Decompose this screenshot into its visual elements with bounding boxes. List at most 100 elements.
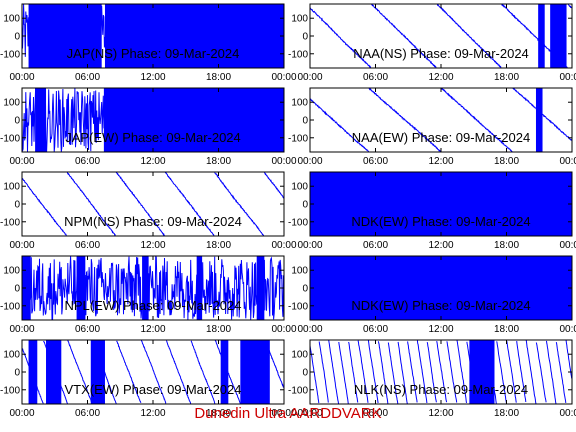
x-tick-label: 12:00 [140, 408, 165, 419]
phase-block [220, 340, 229, 404]
phase-block [28, 340, 38, 404]
x-tick-label: 00:00 [271, 408, 296, 419]
x-tick-label: 06:00 [75, 240, 100, 251]
phase-panel-1: -100 0 100 00:00 06:00 12:00 18:00 00:00 JAP(NS)… [0, 3, 297, 83]
x-tick-label: 00:00 [297, 408, 322, 419]
y-tick-label: 100 [3, 98, 20, 109]
y-tick-label: 0 [14, 284, 20, 295]
y-tick-label: 100 [291, 182, 308, 193]
x-tick-label: 00:00 [559, 156, 576, 167]
phase-block [550, 4, 567, 68]
panel-title: NAA(EW) Phase: 09-Mar-2024 [352, 130, 530, 145]
phase-block [538, 4, 545, 68]
y-tick-label: 0 [302, 32, 308, 43]
x-tick-label: 06:00 [363, 324, 388, 335]
panel-title: NDK(EW) Phase: 09-Mar-2024 [351, 298, 530, 313]
x-tick-label: 18:00 [206, 240, 231, 251]
y-tick-label: 0 [302, 284, 308, 295]
x-tick-label: 00:00 [271, 240, 296, 251]
y-tick-label: 0 [14, 200, 20, 211]
y-tick-label: 100 [3, 266, 20, 277]
phase-panel-10: -100 0 100 00:00 06:00 12:00 18:00 00:00 NLK(NS)… [288, 339, 576, 419]
phase-trace [22, 172, 284, 236]
phase-panel-7: -100 0 100 00:00 06:00 12:00 18:00 00:00 NPL(EW)… [0, 255, 297, 335]
phase-trace [310, 340, 572, 404]
x-tick-label: 00:00 [271, 156, 296, 167]
x-tick-label: 00:00 [559, 324, 576, 335]
phase-panel-2: -100 0 100 00:00 06:00 12:00 18:00 00:00 NAA(NS)… [288, 3, 576, 83]
y-tick-label: 100 [3, 182, 20, 193]
x-tick-label: 06:00 [75, 324, 100, 335]
x-tick-label: 12:00 [428, 72, 453, 83]
phase-trace [310, 4, 572, 68]
phase-trace [22, 4, 284, 68]
phase-block [535, 88, 543, 152]
phase-panel-8: -100 0 100 00:00 06:00 12:00 18:00 00:00 NDK(EW)… [288, 255, 576, 335]
x-tick-label: 18:00 [206, 72, 231, 83]
y-tick-label: -100 [0, 385, 20, 396]
y-tick-label: 100 [3, 14, 20, 25]
y-tick-label: 100 [291, 14, 308, 25]
x-tick-label: 18:00 [494, 156, 519, 167]
x-tick-label: 12:00 [428, 240, 453, 251]
x-tick-label: 06:00 [75, 156, 100, 167]
phase-block [90, 340, 105, 404]
x-tick-label: 00:00 [271, 72, 296, 83]
x-tick-label: 00:00 [297, 72, 322, 83]
y-tick-label: 0 [302, 116, 308, 127]
panel-title: NDK(EW) Phase: 09-Mar-2024 [351, 214, 530, 229]
y-tick-label: 0 [14, 368, 20, 379]
x-tick-label: 00:00 [297, 156, 322, 167]
panel-title: JAP(EW) Phase: 09-Mar-2024 [65, 130, 241, 145]
x-tick-label: 18:00 [494, 72, 519, 83]
trace-group [310, 340, 572, 404]
phase-block [256, 256, 265, 320]
x-tick-label: 00:00 [297, 324, 322, 335]
x-tick-label: 00:00 [9, 156, 34, 167]
phase-panel-9: -100 0 100 00:00 06:00 12:00 18:00 00:00 VTX(EW)… [0, 339, 297, 419]
phase-trace [22, 256, 284, 320]
x-tick-label: 00:00 [9, 408, 34, 419]
y-tick-label: 100 [291, 266, 308, 277]
panel-title: NPM(NS) Phase: 09-Mar-2024 [64, 214, 242, 229]
x-tick-label: 00:00 [9, 324, 34, 335]
y-tick-label: -100 [0, 49, 20, 60]
x-tick-label: 00:00 [297, 240, 322, 251]
trace-group [22, 256, 284, 320]
phase-panel-4: -100 0 100 00:00 06:00 12:00 18:00 00:00 NAA(EW)… [288, 87, 576, 167]
panel-title: NAA(NS) Phase: 09-Mar-2024 [353, 46, 529, 61]
phase-trace [310, 256, 572, 320]
phase-block [469, 340, 495, 404]
x-tick-label: 18:00 [494, 240, 519, 251]
y-tick-label: 100 [291, 350, 308, 361]
y-tick-label: 0 [14, 32, 20, 43]
x-tick-label: 12:00 [428, 408, 453, 419]
x-tick-label: 00:00 [559, 72, 576, 83]
trace-group [310, 172, 572, 236]
panel-title: NLK(NS) Phase: 09-Mar-2024 [354, 382, 528, 397]
x-tick-label: 06:00 [363, 408, 388, 419]
x-tick-label: 06:00 [363, 240, 388, 251]
phase-panel-5: -100 0 100 00:00 06:00 12:00 18:00 00:00 NPM(NS)… [0, 171, 297, 251]
x-tick-label: 18:00 [494, 408, 519, 419]
x-tick-label: 18:00 [206, 408, 231, 419]
trace-group [310, 88, 572, 152]
y-tick-label: 0 [302, 200, 308, 211]
phase-block [196, 256, 203, 320]
phase-block [46, 340, 62, 404]
x-tick-label: 18:00 [206, 156, 231, 167]
panel-title: VTX(EW) Phase: 09-Mar-2024 [64, 382, 241, 397]
x-tick-label: 12:00 [140, 156, 165, 167]
x-tick-label: 06:00 [363, 156, 388, 167]
x-tick-label: 12:00 [140, 324, 165, 335]
x-tick-label: 12:00 [140, 240, 165, 251]
y-tick-label: -100 [288, 133, 308, 144]
x-tick-label: 12:00 [140, 72, 165, 83]
x-tick-label: 18:00 [206, 324, 231, 335]
x-tick-label: 06:00 [363, 72, 388, 83]
trace-group [22, 172, 284, 236]
x-tick-label: 00:00 [271, 324, 296, 335]
y-tick-label: -100 [0, 133, 20, 144]
phase-panel-3: -100 0 100 00:00 06:00 12:00 18:00 00:00 JAP(EW)… [0, 87, 297, 167]
